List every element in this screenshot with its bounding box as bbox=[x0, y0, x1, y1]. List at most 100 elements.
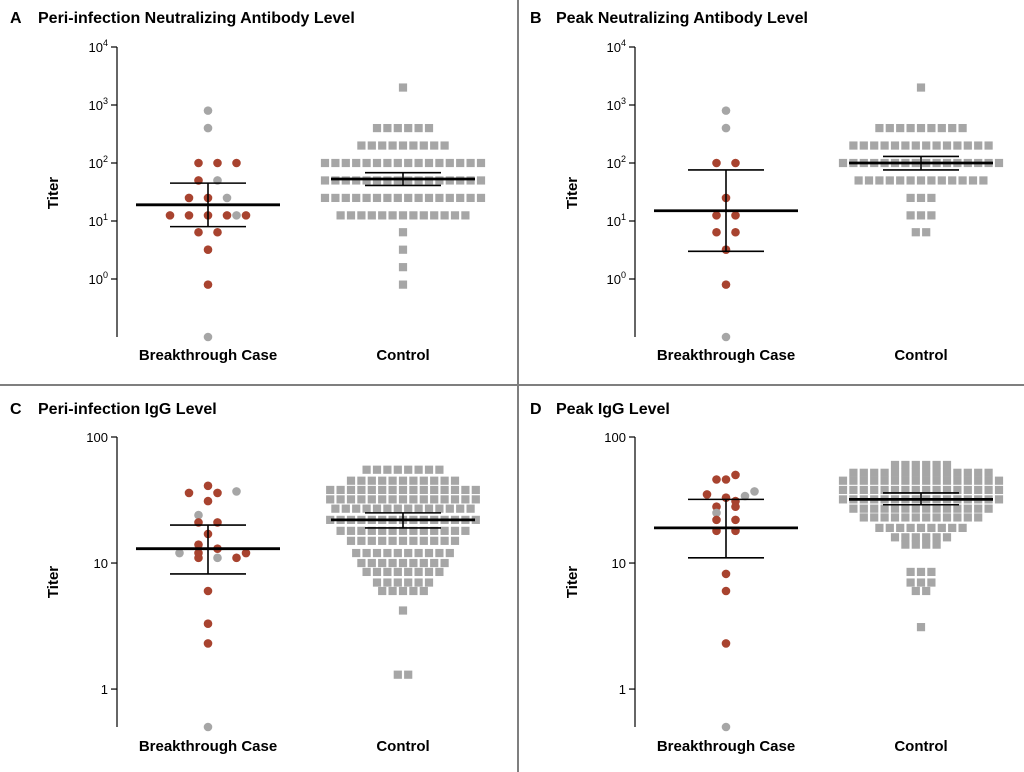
control-point bbox=[911, 513, 920, 522]
control-point bbox=[932, 476, 941, 485]
control-point bbox=[890, 533, 900, 542]
control-point bbox=[320, 158, 330, 168]
control-point bbox=[378, 485, 387, 495]
case-point bbox=[740, 491, 750, 501]
control-point bbox=[450, 495, 460, 504]
control-point bbox=[994, 485, 1004, 495]
control-point bbox=[372, 578, 382, 587]
y-axis-label: Titer bbox=[45, 566, 62, 598]
y-tick-label: 1 bbox=[619, 682, 626, 697]
control-point bbox=[393, 567, 402, 577]
control-point bbox=[404, 578, 413, 587]
control-point bbox=[911, 460, 920, 470]
control-point bbox=[398, 211, 408, 220]
control-point bbox=[901, 504, 910, 513]
control-point bbox=[388, 558, 397, 568]
control-point bbox=[859, 513, 868, 522]
case-point bbox=[731, 211, 740, 220]
case-point bbox=[203, 245, 213, 255]
control-point bbox=[974, 141, 983, 150]
control-point bbox=[367, 476, 376, 485]
control-point bbox=[932, 485, 941, 495]
control-point bbox=[922, 468, 931, 477]
control-point bbox=[346, 495, 356, 504]
y-tick-label: 102 bbox=[89, 154, 108, 171]
control-point bbox=[440, 526, 449, 535]
control-point bbox=[398, 476, 408, 485]
y-tick-label: 100 bbox=[607, 270, 626, 287]
control-point bbox=[916, 83, 926, 92]
control-point bbox=[916, 193, 926, 203]
control-point bbox=[440, 211, 449, 220]
control-point bbox=[461, 211, 470, 220]
control-point bbox=[414, 567, 423, 577]
control-point bbox=[398, 485, 408, 495]
control-point bbox=[357, 536, 366, 545]
case-point bbox=[184, 488, 194, 498]
case-point bbox=[731, 515, 740, 525]
control-point bbox=[922, 485, 931, 495]
control-point bbox=[383, 548, 392, 558]
control-point bbox=[859, 504, 868, 513]
control-point bbox=[890, 504, 900, 513]
case-point bbox=[175, 548, 184, 558]
control-point bbox=[916, 176, 926, 185]
control-point bbox=[932, 460, 941, 470]
control-point bbox=[880, 476, 889, 485]
case-point bbox=[750, 487, 759, 496]
control-point bbox=[372, 193, 382, 203]
control-point bbox=[901, 485, 910, 495]
control-point bbox=[896, 523, 905, 532]
control-point bbox=[870, 468, 879, 477]
control-point bbox=[916, 578, 926, 587]
control-point bbox=[870, 485, 879, 495]
control-point bbox=[994, 158, 1004, 168]
control-point bbox=[367, 495, 376, 504]
control-point bbox=[953, 504, 962, 513]
control-point bbox=[388, 211, 397, 220]
control-point bbox=[466, 158, 475, 168]
control-point bbox=[911, 468, 920, 477]
control-point bbox=[398, 558, 408, 568]
control-point bbox=[388, 495, 397, 504]
panel-letter: C bbox=[10, 401, 22, 418]
control-point bbox=[927, 193, 936, 203]
y-axis-label: Titer bbox=[564, 566, 581, 598]
control-point bbox=[320, 193, 330, 203]
control-point bbox=[911, 504, 920, 513]
control-point bbox=[388, 536, 397, 545]
control-point bbox=[435, 548, 444, 558]
control-point bbox=[445, 193, 454, 203]
control-point bbox=[901, 141, 910, 150]
control-point bbox=[456, 176, 465, 185]
control-point bbox=[393, 158, 402, 168]
control-point bbox=[383, 465, 392, 474]
control-point bbox=[885, 523, 894, 532]
y-tick-label: 103 bbox=[607, 96, 626, 113]
control-point bbox=[388, 141, 397, 150]
control-point bbox=[336, 526, 345, 535]
control-point bbox=[461, 495, 470, 504]
control-point bbox=[916, 123, 926, 133]
control-point bbox=[383, 567, 392, 577]
control-point bbox=[414, 578, 423, 587]
control-point bbox=[435, 567, 444, 577]
control-point bbox=[346, 536, 356, 545]
control-point bbox=[357, 211, 366, 220]
control-point bbox=[378, 211, 387, 220]
case-point bbox=[184, 193, 194, 203]
control-point bbox=[430, 485, 439, 495]
control-point bbox=[859, 476, 868, 485]
control-point bbox=[320, 176, 330, 185]
control-point bbox=[968, 176, 978, 185]
control-point bbox=[430, 558, 439, 568]
control-point bbox=[911, 540, 920, 549]
case-point bbox=[241, 548, 251, 558]
control-point bbox=[932, 504, 941, 513]
control-point bbox=[974, 476, 983, 485]
panel-letter: A bbox=[10, 10, 22, 27]
case-point bbox=[194, 540, 203, 549]
control-point bbox=[388, 526, 397, 535]
control-point bbox=[476, 176, 486, 185]
control-point bbox=[456, 193, 465, 203]
